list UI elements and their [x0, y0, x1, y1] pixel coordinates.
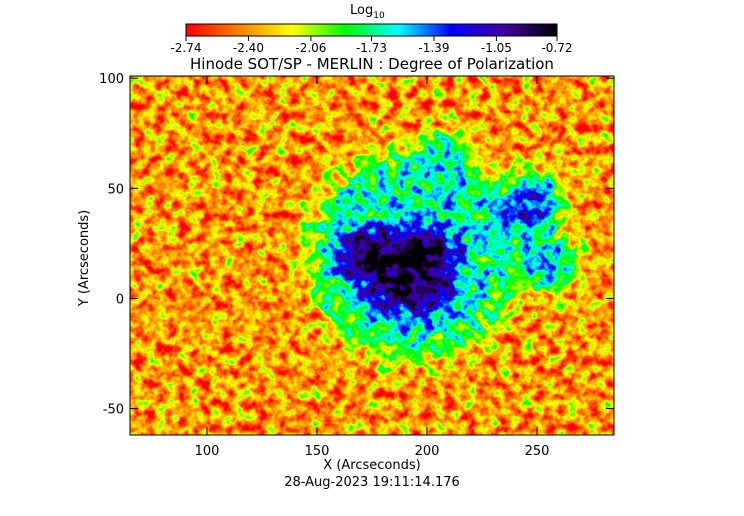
- footer: 28-Aug-2023 19:11:14.176: [284, 475, 460, 490]
- colorbar-tick-label: -1.73: [356, 41, 387, 55]
- colorbar-tick-label: -0.72: [541, 41, 572, 55]
- colorbar-label-text: Log: [350, 3, 373, 18]
- colorbar-tick-label: -2.06: [295, 41, 326, 55]
- colorbar-tick-label: -2.74: [170, 41, 201, 55]
- y-tick-label: -50: [103, 403, 124, 418]
- x-tick-label: 200: [415, 444, 440, 459]
- colorbar-tick-label: -1.39: [418, 41, 449, 55]
- colorbar: [185, 23, 558, 37]
- polarization-image: [130, 76, 614, 435]
- y-tick-label: 50: [107, 182, 124, 197]
- colorbar-label: Log10: [350, 3, 385, 21]
- x-tick-label: 100: [195, 444, 220, 459]
- plot-frame: [129, 75, 615, 436]
- colorbar-tick-label: -1.05: [481, 41, 512, 55]
- y-tick-label: 0: [116, 292, 124, 307]
- x-axis-label: X (Arcseconds): [323, 458, 420, 473]
- colorbar-label-sub: 10: [373, 11, 385, 21]
- y-tick-label: 100: [99, 72, 124, 87]
- colorbar-tick-label: -2.40: [233, 41, 264, 55]
- y-axis-label: Y (Arcseconds): [77, 210, 92, 307]
- x-tick-label: 150: [305, 444, 330, 459]
- chart-title: Hinode SOT/SP - MERLIN : Degree of Polar…: [190, 55, 554, 73]
- x-tick-label: 250: [525, 444, 550, 459]
